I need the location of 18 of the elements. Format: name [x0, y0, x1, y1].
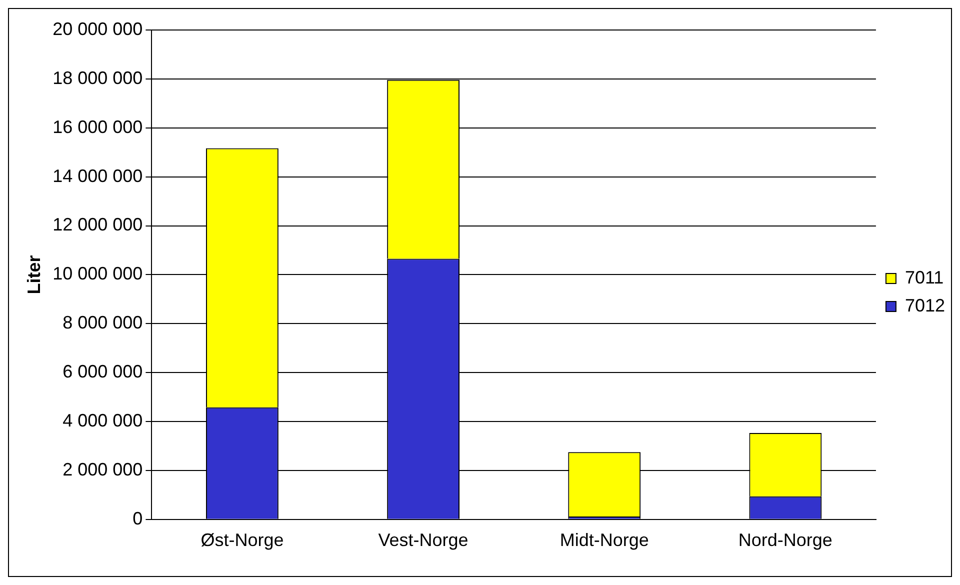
y-tick-label: 2 000 000 [62, 459, 143, 480]
y-tick-label: 0 [132, 508, 143, 528]
y-tick-label: 6 000 000 [62, 362, 143, 382]
y-tick-label: 8 000 000 [62, 312, 143, 333]
x-tick-label: Nord-Norge [738, 530, 832, 550]
x-tick-label: Midt-Norge [560, 530, 649, 550]
y-tick-label: 10 000 000 [52, 264, 143, 284]
y-tick-label: 12 000 000 [52, 214, 143, 235]
y-tick-label: 14 000 000 [52, 166, 143, 186]
legend-label: 7011 [904, 267, 944, 288]
y-tick-label: 20 000 000 [52, 18, 143, 39]
y-tick-label: 18 000 000 [52, 68, 143, 88]
y-axis-title: Liter [24, 255, 44, 294]
legend-label: 7012 [904, 295, 946, 316]
y-tick-label: 16 000 000 [52, 116, 143, 137]
x-tick-label: Øst-Norge [200, 530, 284, 550]
x-tick-label: Vest-Norge [378, 530, 468, 550]
y-tick-label: 4 000 000 [62, 410, 143, 430]
